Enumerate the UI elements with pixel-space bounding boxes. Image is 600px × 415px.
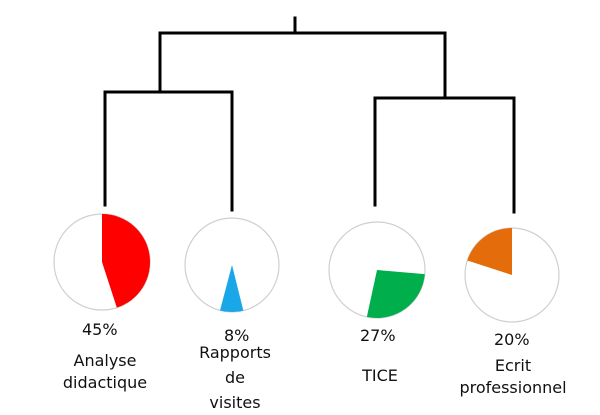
node-label-ecrit: Ecrit professionnel [448,355,578,398]
label-line: TICE [362,366,398,385]
label-line: Ecrit [494,356,532,375]
node-label-analyse: Analyse didactique [45,350,165,393]
percent-label-analyse: 45% [82,320,118,339]
label-line: Analyse [73,351,137,370]
label-line: professionnel [459,377,567,397]
percent-label-ecrit: 20% [494,330,530,349]
label-line: visites [209,392,261,412]
tree-branches [103,16,516,214]
root-branch [158,31,447,100]
pie-slice-tice [366,270,425,318]
node-label-rapports: Rapports de visites [180,341,290,415]
pie-slice-rapports [219,265,244,313]
right-branch [373,96,516,214]
percent-label-rapports: 8% [224,326,250,345]
label-line: Rapports [199,343,271,362]
label-line: didactique [62,372,148,392]
percent-label-tice: 27% [360,326,396,345]
pie-slice-analyse [102,214,151,308]
label-line: de [225,367,245,387]
left-branch [103,90,234,212]
pie-slice-ecrit [467,228,512,275]
node-label-tice: TICE [340,365,420,387]
pie-group [53,213,560,323]
